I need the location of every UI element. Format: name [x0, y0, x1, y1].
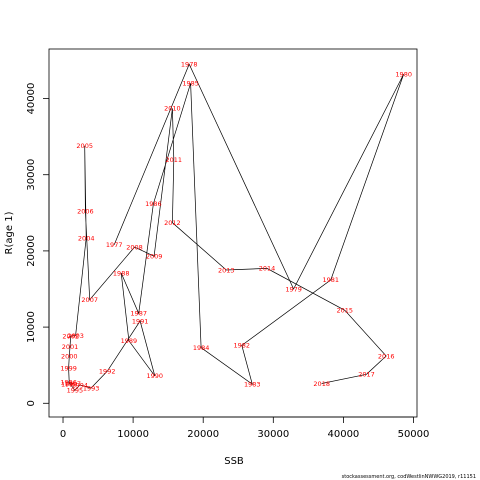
point-label-1977: 1977: [106, 241, 123, 249]
y-axis: 0 10000 20000 30000 40000: [26, 83, 50, 406]
point-label-2001: 2001: [62, 343, 79, 351]
point-label-2008: 2008: [126, 243, 143, 251]
point-label-2012: 2012: [164, 219, 181, 227]
point-label-2007: 2007: [81, 296, 98, 304]
point-label-1989: 1989: [121, 337, 138, 345]
point-label-1990: 1990: [147, 372, 164, 380]
point-label-1979: 1979: [285, 285, 302, 293]
point-label-1986: 1986: [145, 200, 162, 208]
x-axis: 0 10000 20000 30000 40000 50000: [60, 416, 430, 440]
point-label-2018: 2018: [313, 380, 330, 388]
point-label-1994: 1994: [72, 381, 89, 389]
y-tick-label: 20000: [26, 235, 37, 267]
point-label-2015: 2015: [337, 307, 354, 315]
point-label-1991: 1991: [132, 317, 149, 325]
point-label-1982: 1982: [234, 342, 251, 350]
point-label-2014: 2014: [259, 265, 276, 273]
y-axis-title: R(age 1): [4, 211, 15, 254]
y-tick-label: 10000: [26, 311, 37, 343]
point-label-2013: 2013: [218, 266, 235, 274]
y-tick-label: 0: [26, 400, 37, 406]
x-tick-label: 30000: [257, 429, 289, 440]
point-label-1988: 1988: [113, 269, 130, 277]
stock-recruitment-path: [67, 63, 405, 391]
series-path-layer: [67, 63, 405, 391]
point-label-1993: 1993: [83, 384, 100, 392]
point-label-2003: 2003: [67, 332, 84, 340]
point-label-2000: 2000: [61, 352, 78, 360]
point-label-2006: 2006: [77, 208, 94, 216]
point-label-1985: 1985: [182, 80, 199, 88]
point-label-1980: 1980: [395, 70, 412, 78]
point-label-1987: 1987: [130, 310, 147, 318]
y-tick-label: 40000: [26, 83, 37, 115]
point-label-1978: 1978: [181, 61, 198, 69]
point-label-2009: 2009: [146, 253, 163, 261]
point-label-1995: 1995: [67, 387, 84, 395]
point-label-2017: 2017: [358, 371, 375, 379]
source-caption: stockassessment.org, codWestlinNWWG2019,…: [342, 474, 476, 480]
x-tick-label: 50000: [398, 429, 430, 440]
y-tick-label: 30000: [26, 159, 37, 191]
x-tick-label: 0: [60, 429, 66, 440]
point-label-1997: 1997: [65, 380, 82, 388]
point-label-1983: 1983: [244, 381, 261, 389]
x-tick-label: 20000: [187, 429, 219, 440]
point-label-1999: 1999: [60, 365, 77, 373]
point-label-1996: 1996: [60, 378, 77, 386]
point-label-1981: 1981: [323, 276, 340, 284]
point-label-2011: 2011: [166, 156, 183, 164]
x-tick-label: 10000: [117, 429, 149, 440]
point-label-2004: 2004: [78, 234, 95, 242]
point-label-2002: 2002: [62, 333, 79, 341]
point-label-2005: 2005: [76, 142, 93, 150]
point-label-2016: 2016: [378, 352, 395, 360]
point-label-layer: 1977 1978 1979 1980 1981 1982 1983 1984 1985 1986…: [60, 61, 412, 395]
point-label-1984: 1984: [193, 344, 210, 352]
point-label-1998: 1998: [61, 381, 78, 389]
x-axis-title: SSB: [224, 456, 244, 467]
x-tick-label: 40000: [327, 429, 359, 440]
point-label-2010: 2010: [164, 105, 181, 113]
point-label-1992: 1992: [99, 368, 116, 376]
